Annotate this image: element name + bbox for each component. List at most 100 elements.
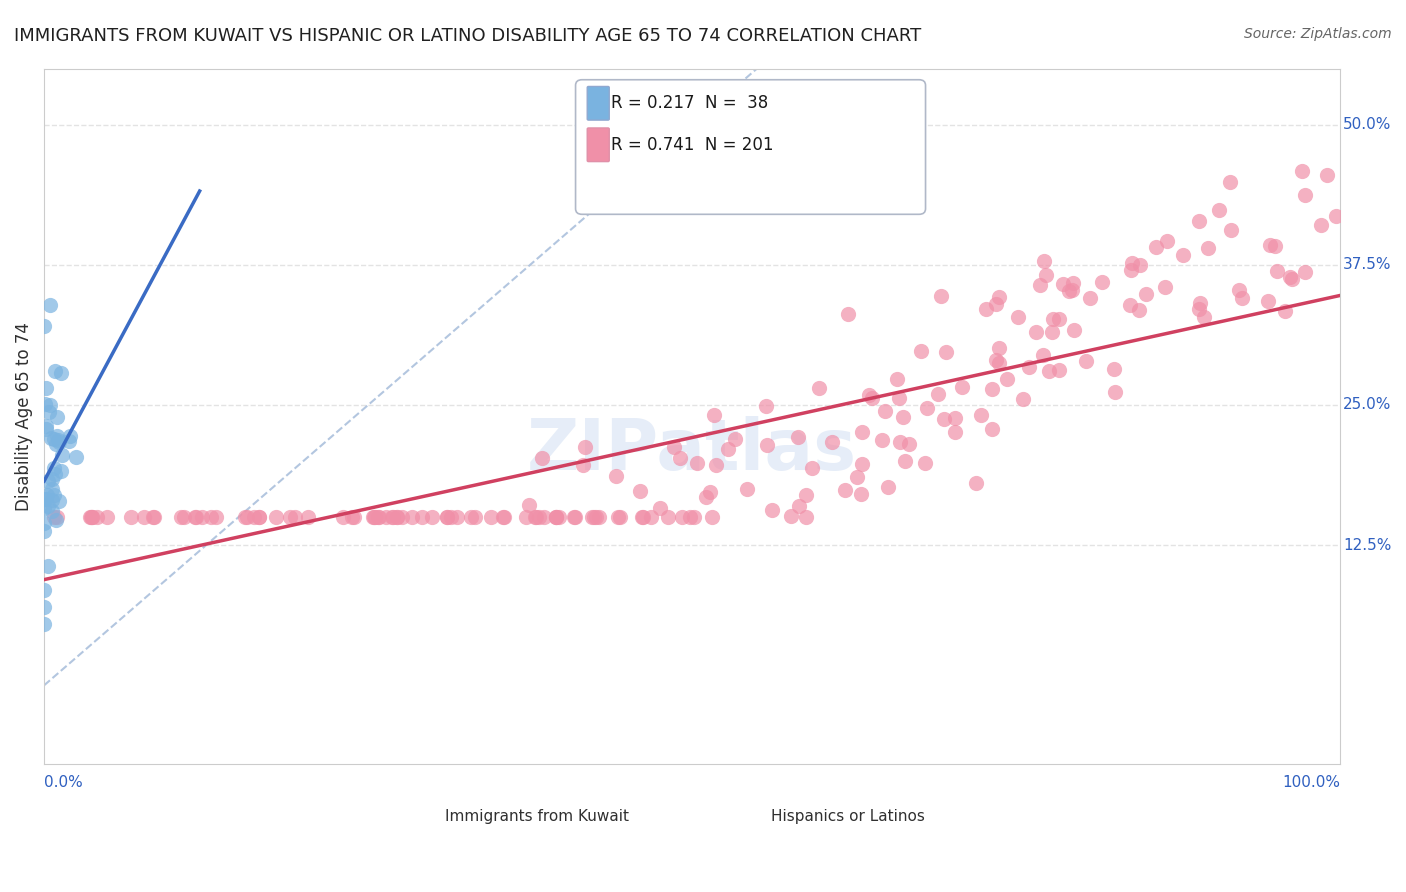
Point — [460, 510, 482, 524]
Point — [527, 510, 550, 524]
Point — [1324, 209, 1347, 223]
Point — [876, 480, 898, 494]
Point — [284, 510, 307, 524]
Point — [247, 510, 270, 524]
Point — [914, 456, 936, 470]
Point — [987, 356, 1010, 370]
Point — [988, 290, 1011, 304]
Point — [1007, 310, 1029, 325]
Point — [381, 510, 404, 524]
Point — [86, 510, 108, 524]
Point — [200, 510, 222, 524]
Point — [58, 434, 80, 449]
Point — [32, 599, 55, 614]
Point — [34, 501, 56, 516]
Point — [364, 510, 387, 524]
Point — [132, 510, 155, 524]
Point — [65, 450, 87, 465]
Point — [41, 504, 63, 518]
Point — [35, 419, 58, 434]
Y-axis label: Disability Age 65 to 74: Disability Age 65 to 74 — [15, 322, 32, 510]
Point — [607, 510, 630, 524]
Point — [436, 510, 458, 524]
Point — [1076, 354, 1098, 368]
Point — [1102, 361, 1125, 376]
Point — [669, 451, 692, 466]
Point — [41, 492, 63, 507]
Point — [1078, 292, 1101, 306]
Point — [984, 353, 1007, 368]
Point — [887, 391, 910, 405]
Point — [464, 510, 486, 524]
Text: ZIPatlas: ZIPatlas — [527, 417, 858, 485]
Point — [648, 501, 671, 516]
Point — [943, 425, 966, 439]
Point — [184, 510, 207, 524]
Point — [735, 483, 758, 497]
Point — [363, 510, 385, 524]
Point — [184, 510, 207, 524]
Point — [929, 288, 952, 302]
Point — [858, 388, 880, 402]
Point — [45, 513, 67, 527]
Point — [51, 448, 73, 462]
Point — [1208, 202, 1230, 217]
Point — [1188, 296, 1211, 310]
Point — [628, 483, 651, 498]
Point — [35, 422, 58, 436]
Point — [1229, 283, 1251, 297]
Point — [45, 510, 67, 524]
Point — [1294, 265, 1316, 279]
Point — [796, 510, 818, 524]
Point — [1264, 239, 1286, 253]
Point — [39, 298, 62, 312]
Point — [48, 433, 70, 447]
Point — [1232, 291, 1254, 305]
Point — [851, 487, 873, 501]
Point — [1121, 255, 1143, 269]
Point — [367, 510, 389, 524]
Point — [546, 510, 568, 524]
Point — [987, 341, 1010, 355]
Point — [662, 440, 685, 454]
Point — [1257, 294, 1279, 309]
Point — [46, 428, 69, 442]
Point — [32, 616, 55, 631]
Text: R = 0.217  N =  38: R = 0.217 N = 38 — [612, 95, 769, 112]
Point — [787, 499, 810, 513]
Point — [44, 467, 66, 482]
Point — [1291, 163, 1313, 178]
Point — [1153, 280, 1175, 294]
Point — [205, 510, 228, 524]
Point — [35, 488, 58, 502]
Point — [1144, 240, 1167, 254]
Point — [609, 510, 631, 524]
Point — [391, 510, 413, 524]
Point — [686, 456, 709, 470]
FancyBboxPatch shape — [588, 87, 609, 120]
Point — [170, 510, 193, 524]
Point — [585, 510, 607, 524]
Point — [717, 442, 740, 457]
Point — [808, 380, 831, 394]
Point — [1091, 275, 1114, 289]
Point — [42, 433, 65, 447]
Point — [755, 400, 778, 414]
Point — [32, 319, 55, 334]
Point — [264, 510, 287, 524]
Point — [544, 510, 567, 524]
Point — [34, 491, 56, 506]
Point — [891, 409, 914, 424]
Point — [1219, 176, 1241, 190]
Point — [190, 510, 212, 524]
Point — [42, 460, 65, 475]
Point — [605, 469, 627, 483]
Point — [917, 401, 939, 416]
Point — [526, 510, 548, 524]
Point — [436, 510, 458, 524]
Point — [564, 510, 586, 524]
Point — [630, 510, 652, 524]
Point — [1220, 223, 1243, 237]
Point — [45, 436, 67, 450]
Point — [96, 510, 118, 524]
